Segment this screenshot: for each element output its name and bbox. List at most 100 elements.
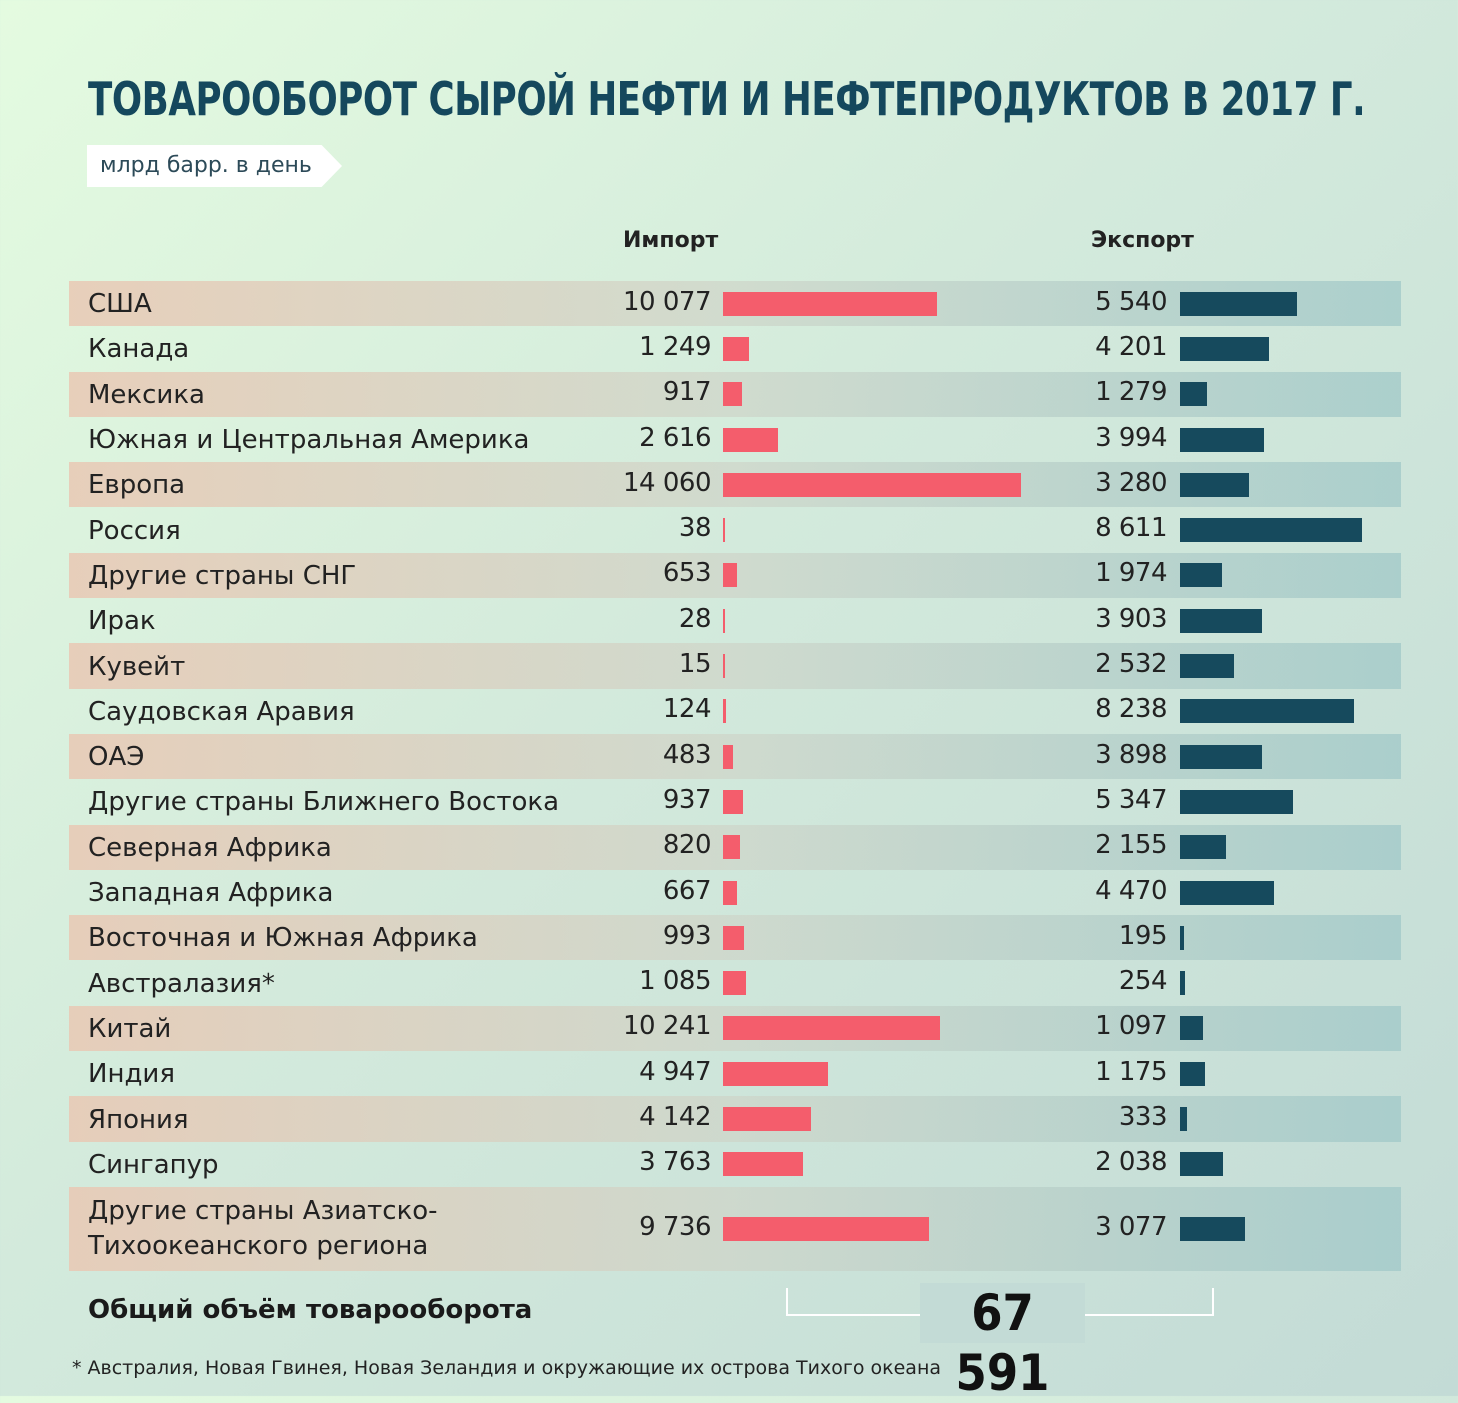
import-value-label: 10 241 [623, 1011, 711, 1042]
import-bar [723, 925, 745, 950]
chart-row: Россия 38 8 611 [69, 508, 1401, 553]
export-value-label: 254 [1118, 966, 1168, 997]
chart-row: Другие страны СНГ 653 1 974 [69, 552, 1401, 599]
import-bar [723, 1152, 803, 1177]
category-label: Австралазия* [88, 968, 275, 999]
chart-row: Ирак 28 3 903 [69, 598, 1401, 643]
import-value-label: 653 [662, 558, 712, 589]
chart-title: ТОВАРООБОРОТ СЫРОЙ НЕФТИ И НЕФТЕПРОДУКТО… [88, 72, 1366, 126]
import-bar [723, 789, 743, 814]
category-label: Другие страны Азиатско-Тихоокеанского ре… [88, 1196, 438, 1261]
import-bar [723, 880, 738, 905]
chart-row: Западная Африка 667 4 470 [69, 870, 1401, 915]
category-label: Ирак [88, 606, 156, 637]
export-value-label: 1 097 [1095, 1011, 1167, 1042]
export-bar [1180, 563, 1222, 588]
export-value-label: 1 175 [1095, 1056, 1167, 1087]
import-bar [723, 699, 726, 724]
category-label: Мексика [88, 379, 205, 410]
export-value-label: 195 [1118, 920, 1168, 951]
unit-tag: млрд барр. в день [87, 145, 342, 187]
import-value-label: 667 [662, 875, 712, 906]
import-bar [723, 563, 737, 588]
export-bar [1180, 1107, 1188, 1132]
import-value-label: 14 060 [623, 467, 711, 498]
category-label: Южная и Центральная Америка [88, 425, 530, 456]
category-label: Европа [88, 470, 186, 501]
chart-row: Индия 4 947 1 175 [69, 1051, 1401, 1096]
category-label: Северная Африка [88, 832, 332, 863]
export-value-label: 2 038 [1095, 1147, 1167, 1178]
export-bar [1180, 291, 1298, 316]
import-value-label: 1 085 [639, 966, 711, 997]
import-bar [723, 291, 937, 316]
category-label: Индия [88, 1059, 175, 1090]
import-value-label: 937 [662, 784, 712, 815]
export-value-label: 333 [1118, 1102, 1168, 1133]
import-bar [723, 472, 1021, 497]
export-bar [1180, 654, 1234, 679]
import-bar [723, 835, 741, 860]
category-label: Восточная и Южная Африка [88, 923, 478, 954]
export-value-label: 3 077 [1095, 1212, 1167, 1242]
import-bar [723, 654, 725, 679]
export-value-label: 4 201 [1095, 331, 1167, 362]
export-bar [1180, 1152, 1224, 1177]
export-bar [1180, 1061, 1205, 1086]
import-value-label: 9 736 [639, 1212, 711, 1242]
export-value-label: 3 903 [1095, 603, 1167, 634]
import-value-label: 4 142 [639, 1102, 711, 1133]
chart-row: Мексика 917 1 279 [69, 371, 1401, 417]
chart-row: Канада 1 249 4 201 [69, 326, 1401, 371]
import-value-label: 820 [662, 830, 712, 861]
export-bar [1180, 1016, 1204, 1041]
export-value-label: 5 540 [1095, 286, 1167, 317]
export-bar [1180, 880, 1275, 905]
import-value-label: 124 [662, 694, 712, 725]
category-label: ОАЭ [88, 742, 145, 773]
import-value-label: 4 947 [639, 1056, 711, 1087]
import-value-label: 38 [678, 513, 712, 544]
export-column-header: Экспорт [1091, 228, 1194, 253]
import-column-header: Импорт [623, 228, 719, 253]
category-label: Саудовская Аравия [88, 696, 355, 727]
import-bar [723, 608, 725, 633]
export-value-label: 5 347 [1095, 784, 1167, 815]
import-value-label: 917 [662, 377, 712, 408]
chart-rows: США 10 077 5 540 Канада 1 249 4 201 Мексика 917… [69, 281, 1401, 1271]
export-bar [1180, 971, 1186, 996]
chart-row: Восточная и Южная Африка 993 195 [69, 915, 1401, 961]
import-bar [723, 971, 746, 996]
total-label: Общий объём товарооборота [88, 1295, 533, 1325]
export-value-label: 2 155 [1095, 830, 1167, 861]
chart-row: Япония 4 142 333 [69, 1096, 1401, 1142]
export-bar [1180, 789, 1293, 814]
import-value-label: 10 077 [623, 286, 711, 317]
export-bar [1180, 608, 1263, 633]
chart-row: Кувейт 15 2 532 [69, 643, 1401, 689]
export-bar [1180, 518, 1362, 543]
import-value-label: 1 249 [639, 331, 711, 362]
category-label: США [88, 289, 152, 320]
export-bar [1180, 925, 1185, 950]
category-label: Япония [88, 1104, 189, 1135]
export-value-label: 8 611 [1095, 513, 1167, 544]
category-label: Другие страны Ближнего Востока [88, 787, 560, 818]
import-bar [723, 336, 750, 361]
export-bar [1180, 835, 1226, 860]
export-value-label: 2 532 [1095, 649, 1167, 680]
unit-label: млрд барр. в день [100, 153, 312, 178]
chart-row: ОАЭ 483 3 898 [69, 734, 1401, 780]
export-bar [1180, 382, 1208, 407]
import-bar [723, 744, 734, 769]
export-bar [1180, 472, 1250, 497]
export-value-label: 3 280 [1095, 467, 1167, 498]
chart-row: Саудовская Аравия 124 8 238 [69, 689, 1401, 734]
export-value-label: 8 238 [1095, 694, 1167, 725]
category-label: Канада [88, 334, 190, 365]
import-bar [723, 518, 725, 543]
category-label: Кувейт [88, 651, 186, 682]
chart-row: Сингапур 3 763 2 038 [69, 1142, 1401, 1187]
total-value: 67 591 [920, 1283, 1085, 1402]
export-bar [1180, 699, 1355, 724]
